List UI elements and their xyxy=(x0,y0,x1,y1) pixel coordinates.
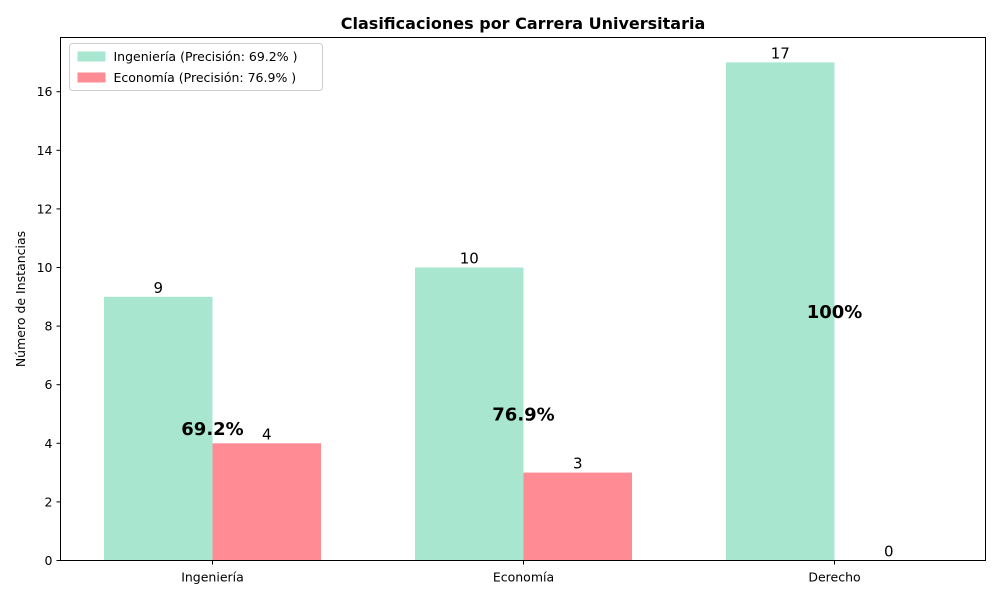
plot-area: 0 2 4 6 8 10 12 14 16 9 4 Ingeniería 69.2% 10 3 Economí… xyxy=(37,44,894,584)
y-tick-label: 16 xyxy=(37,84,53,99)
precision-label: 69.2% xyxy=(181,419,243,440)
x-tick-label: Economía xyxy=(493,570,554,585)
y-tick-label: 14 xyxy=(37,143,53,158)
y-tick-label: 0 xyxy=(45,553,53,568)
chart-title: Clasificaciones por Carrera Universitari… xyxy=(341,14,705,33)
y-axis-label: Número de Instancias xyxy=(13,231,28,367)
precision-label: 100% xyxy=(807,302,863,323)
y-tick-label: 4 xyxy=(45,436,53,451)
y-tick-label: 2 xyxy=(45,494,53,509)
legend-label: Economía (Precisión: 76.9% ) xyxy=(114,70,297,85)
precision-label: 76.9% xyxy=(492,405,554,426)
legend-box xyxy=(69,43,323,91)
y-tick-label: 8 xyxy=(45,319,53,334)
y-tick-label: 10 xyxy=(37,260,53,275)
legend: Ingeniería (Precisión: 69.2% ) Economía (… xyxy=(69,43,323,91)
bar-series2 xyxy=(212,443,321,561)
bar-series1 xyxy=(415,267,524,561)
bar-value-label: 17 xyxy=(771,44,790,62)
bar-series2 xyxy=(523,472,632,561)
bar-value-label: 0 xyxy=(884,543,894,561)
plot-frame xyxy=(60,37,986,561)
x-tick-label: Ingeniería xyxy=(181,570,244,585)
bar-value-label: 4 xyxy=(262,425,272,443)
legend-swatch xyxy=(77,72,106,83)
bar-value-label: 10 xyxy=(460,250,479,268)
y-tick-label: 12 xyxy=(37,201,53,216)
legend-label: Ingeniería (Precisión: 69.2% ) xyxy=(114,49,298,64)
legend-swatch xyxy=(77,51,106,62)
y-tick-label: 6 xyxy=(45,377,53,392)
x-tick-label: Derecho xyxy=(808,570,860,585)
bar-series1 xyxy=(726,62,835,561)
bar-value-label: 9 xyxy=(153,279,163,297)
bar-series1 xyxy=(104,296,213,561)
bar-value-label: 3 xyxy=(573,455,583,473)
